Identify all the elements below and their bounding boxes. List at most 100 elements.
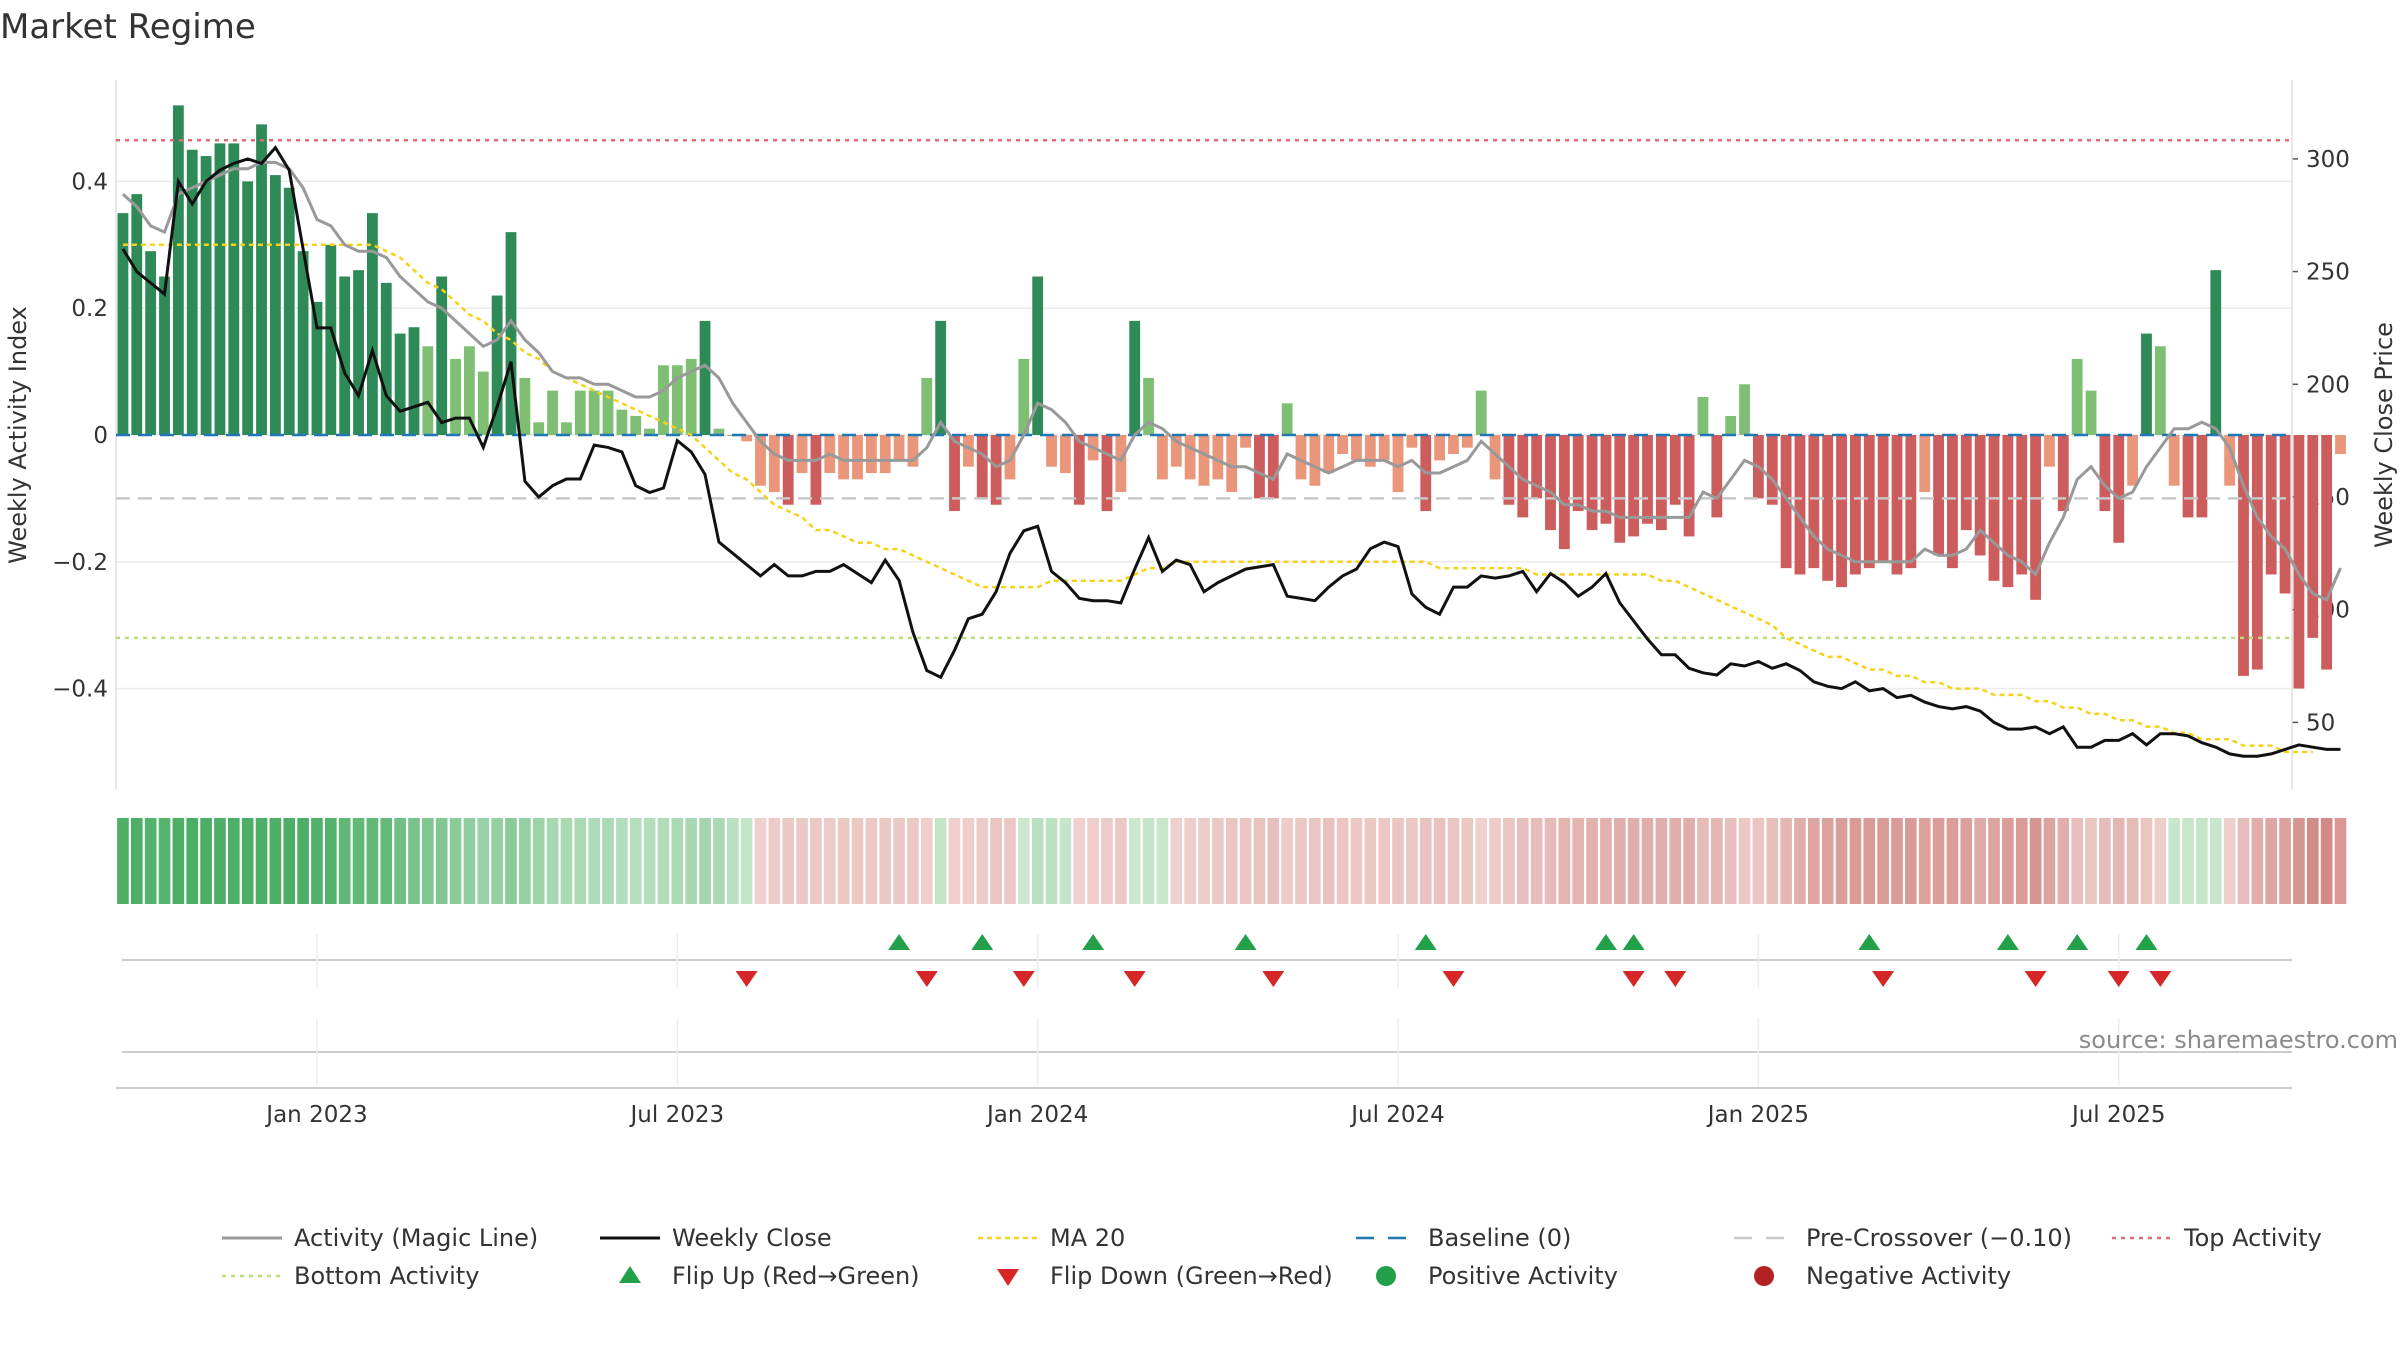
regime-cell [740, 818, 753, 904]
regime-cell [1295, 818, 1307, 904]
regime-cell [2071, 818, 2083, 904]
activity-bar [117, 213, 129, 435]
regime-cell [1710, 818, 1723, 904]
regime-cell [1780, 818, 1792, 904]
activity-bar [1586, 435, 1598, 531]
activity-bar [1794, 435, 1806, 575]
regime-cell [1516, 818, 1529, 904]
activity-bar [699, 320, 711, 435]
regime-cell [463, 818, 476, 904]
y-tick-label-right: 50 [2306, 710, 2335, 736]
activity-bar [1254, 435, 1265, 499]
activity-bar [1780, 435, 1792, 569]
activity-bar [1558, 435, 1570, 550]
y-tick-label-right: 200 [2306, 372, 2350, 398]
activity-bar [1448, 435, 1459, 455]
activity-bar [2030, 435, 2041, 600]
activity-bar [893, 435, 905, 461]
activity-bar [685, 358, 697, 435]
flip-down-marker [2107, 971, 2130, 987]
activity-bar [269, 175, 281, 435]
regime-cell [782, 818, 795, 904]
regime-cell [1503, 818, 1515, 904]
regime-cell [1683, 818, 1695, 904]
regime-cell [2334, 818, 2347, 904]
regime-cell [1018, 818, 1030, 904]
activity-bar [408, 327, 420, 435]
regime-cell [643, 818, 656, 904]
regime-cell [657, 818, 670, 904]
activity-bar [838, 435, 850, 480]
regime-cell [1253, 818, 1266, 904]
activity-bar [2002, 435, 2014, 588]
regime-cell [851, 818, 864, 904]
activity-bar [962, 435, 974, 467]
regime-cell [2140, 818, 2153, 904]
regime-cell [505, 818, 517, 904]
activity-bar [2071, 358, 2083, 435]
activity-bar [2141, 333, 2152, 435]
activity-bar [159, 276, 170, 435]
regime-cell [1738, 818, 1751, 904]
flip-down-marker [1123, 971, 1146, 987]
regime-cell [435, 818, 448, 904]
activity-bar [311, 301, 323, 435]
regime-cell [172, 818, 185, 904]
activity-bar [1240, 435, 1251, 448]
ma20-line [122, 243, 2313, 754]
activity-bar [1434, 435, 1446, 461]
regime-cell [616, 818, 628, 904]
legend-label: Top Activity [2183, 1224, 2322, 1252]
activity-bar [477, 371, 489, 435]
activity-bar [1974, 435, 1986, 556]
flip-up-marker [1234, 934, 1257, 950]
regime-cell [1794, 818, 1806, 904]
regime-cell [1697, 818, 1709, 904]
activity-bar [339, 276, 351, 435]
activity-bar [2293, 435, 2305, 689]
activity-bar [1046, 435, 1057, 467]
activity-bar [1475, 390, 1487, 435]
regime-cell [1281, 818, 1293, 904]
regime-cell [255, 818, 268, 904]
activity-bar [2279, 435, 2291, 594]
activity-bar [2113, 435, 2125, 543]
regime-cell [990, 818, 1002, 904]
regime-cell [1322, 818, 1335, 904]
activity-bar [1489, 435, 1501, 480]
flip-down-marker [735, 971, 758, 987]
activity-bar [1863, 435, 1875, 569]
activity-bar [1711, 435, 1723, 518]
flip-up-marker [1414, 934, 1437, 950]
y-axis-label-left: Weekly Activity Index [4, 306, 32, 564]
activity-bar [2044, 435, 2055, 467]
activity-bar [1947, 435, 1958, 569]
activity-bar [782, 435, 794, 505]
regime-cell [130, 818, 143, 904]
legend: Activity (Magic Line) Weekly Close MA 20 Ba… [222, 1224, 2322, 1290]
activity-bar [380, 282, 392, 435]
regime-cell [1544, 818, 1557, 904]
regime-cell [1004, 818, 1016, 904]
activity-bar [1808, 435, 1820, 569]
regime-cell [2154, 818, 2167, 904]
activity-bar [1725, 415, 1737, 435]
activity-bar [464, 346, 475, 435]
activity-bar [325, 244, 337, 435]
regime-cell [1031, 818, 1044, 904]
activity-bar [1378, 435, 1390, 461]
activity-bar [1101, 435, 1113, 512]
regime-cell [1364, 818, 1377, 904]
regime-cell [588, 818, 600, 904]
regime-cell [1655, 818, 1668, 904]
activity-bar [1004, 435, 1016, 480]
regime-cell [713, 818, 725, 904]
regime-cell [976, 818, 989, 904]
activity-bar [1198, 435, 1210, 486]
date-axis-panel: Jan 2023 Jul 2023 Jan 2024 Jul 2024 Jan 2025… [116, 1018, 2292, 1128]
regime-cell [546, 818, 559, 904]
legend-label: Positive Activity [1428, 1262, 1618, 1290]
activity-bar [422, 346, 434, 435]
activity-bar [949, 435, 960, 512]
activity-bar [865, 435, 877, 474]
